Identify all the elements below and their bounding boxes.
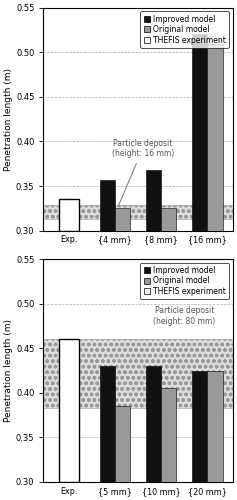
Text: (a)Run #8: (a)Run #8	[117, 260, 160, 268]
Bar	[192, 34, 207, 230]
Bar	[115, 208, 130, 231]
Bar	[192, 370, 207, 482]
Bar	[207, 370, 223, 482]
Bar	[207, 44, 223, 230]
Text: Particle deposit
(height: 80 mm): Particle deposit (height: 80 mm)	[153, 306, 215, 326]
Y-axis label: Penetration length (m): Penetration length (m)	[4, 319, 13, 422]
Text: {computational-mesh size}: {computational-mesh size}	[113, 273, 220, 282]
Bar	[146, 366, 161, 482]
Bar	[100, 366, 115, 482]
Legend: Improved model, Original model, THEFIS experiment: Improved model, Original model, THEFIS e…	[141, 12, 229, 48]
Bar	[161, 388, 177, 482]
Bar	[146, 170, 161, 230]
Bar	[100, 180, 115, 230]
Bar	[59, 340, 79, 482]
Bar	[115, 406, 130, 482]
Bar	[59, 200, 79, 230]
Legend: Improved model, Original model, THEFIS experiment: Improved model, Original model, THEFIS e…	[141, 263, 229, 299]
Bar	[43, 204, 233, 219]
Bar	[161, 208, 177, 231]
Y-axis label: Penetration length (m): Penetration length (m)	[4, 68, 13, 170]
Bar	[43, 340, 233, 408]
Text: Particle deposit
(height: 16 mm): Particle deposit (height: 16 mm)	[112, 139, 174, 205]
